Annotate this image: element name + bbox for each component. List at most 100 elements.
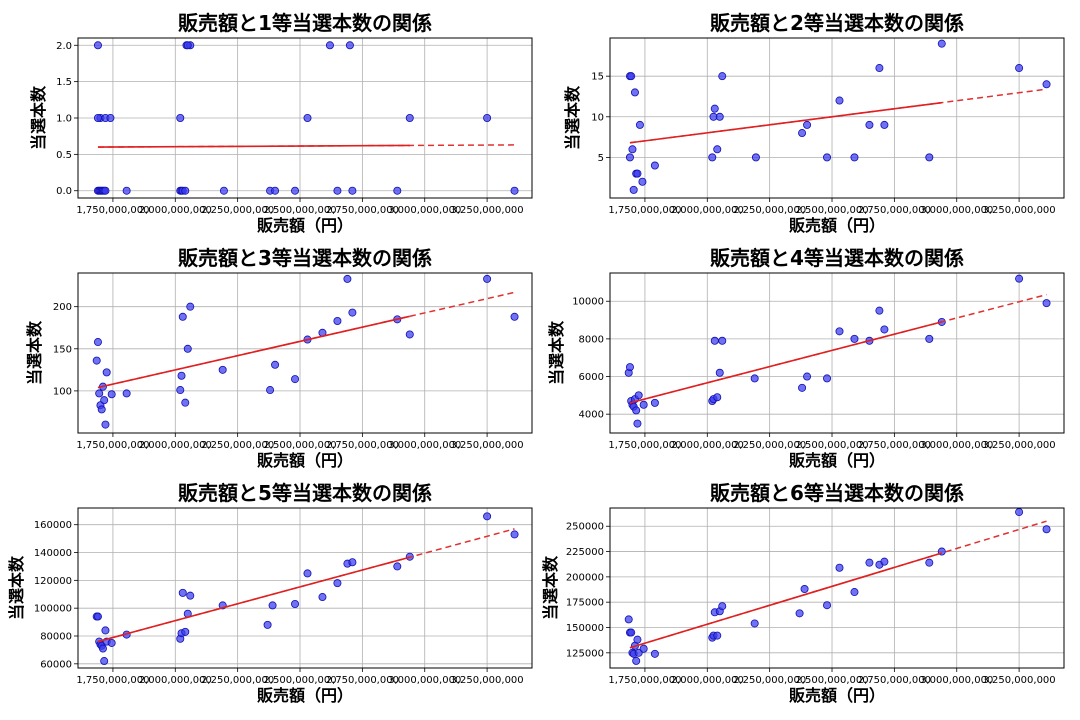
y-tick-label: 100 [53,386,72,397]
scatter-points [92,274,519,429]
data-point [835,327,844,336]
x-tick-label: 2,750,000,000 [326,440,399,451]
data-point [97,405,106,414]
data-point [303,114,312,123]
x-axis-label: 販売額（円） [257,686,353,705]
data-point [629,185,638,194]
data-point [639,644,648,653]
x-tick-label: 1,750,000,000 [608,675,681,686]
data-point [937,39,946,48]
data-point [925,153,934,162]
data-point [625,153,634,162]
x-tick-label: 3,250,000,000 [451,675,524,686]
data-point [343,274,352,283]
data-point [93,114,102,123]
y-tick-label: 10 [591,112,604,123]
data-point [823,601,832,610]
data-point [875,64,884,73]
y-tick-label: 60000 [40,659,72,670]
x-tick-label: 2,000,000,000 [139,205,212,216]
data-point [176,114,185,123]
y-tick-label: 160000 [34,520,72,531]
trend-line [97,556,410,643]
data-point [650,398,659,407]
x-tick-label: 2,250,000,000 [733,440,806,451]
data-point [835,96,844,105]
data-point [751,153,760,162]
data-point [710,104,719,113]
data-point [510,186,519,195]
data-point [325,41,334,50]
y-tick-label: 250000 [566,522,604,533]
y-tick-label: 225000 [566,547,604,558]
data-point [271,360,280,369]
scatter-points [625,39,1051,194]
data-point [181,186,190,195]
y-tick-label: 150000 [566,623,604,634]
x-tick-label: 3,250,000,000 [451,205,524,216]
data-point [624,615,633,624]
scatter-points [624,274,1051,428]
data-point [823,153,832,162]
data-point [710,336,719,345]
data-point [345,41,354,50]
data-point [630,88,639,97]
y-tick-label: 10000 [572,297,604,308]
data-point [823,374,832,383]
data-point [122,186,131,195]
data-point [186,302,195,311]
trend-line [629,321,942,404]
data-point [181,398,190,407]
data-point [183,344,192,353]
x-tick-label: 2,500,000,000 [795,675,868,686]
data-point [715,368,724,377]
plot-frame [77,272,533,434]
y-tick-label: 1.5 [56,77,72,88]
y-tick-label: 8000 [579,334,604,345]
data-point [218,365,227,374]
x-axis-label: 販売額（円） [257,451,353,470]
data-point [100,657,109,666]
data-point [333,186,342,195]
data-point [219,186,228,195]
data-point [875,306,884,315]
data-point [634,391,643,400]
x-tick-label: 1,750,000,000 [76,440,149,451]
data-point [101,186,110,195]
y-tick-label: 0.0 [56,186,72,197]
trend-line [97,144,410,148]
data-point [632,656,641,665]
data-point [178,312,187,321]
x-axis-label: 販売額（円） [789,451,885,470]
x-tick-label: 3,250,000,000 [983,440,1056,451]
y-axis-label: 当選本数 [25,320,44,385]
x-axis-label: 販売額（円） [789,686,885,705]
y-tick-label: 6000 [579,372,604,383]
y-tick-label: 5 [598,153,604,164]
data-point [1015,508,1024,517]
y-axis-label: 当選本数 [541,555,560,620]
data-point [107,390,116,399]
plot-frame [609,272,1065,434]
x-tick-label: 3,000,000,000 [388,675,461,686]
x-tick-label: 2,000,000,000 [671,205,744,216]
x-tick-label: 2,250,000,000 [733,675,806,686]
data-point [483,512,492,521]
x-tick-label: 2,750,000,000 [858,205,931,216]
data-point [176,386,185,395]
grid [610,273,1064,433]
chart-panel-4: 1,750,000,0002,000,000,0002,250,000,0002… [547,246,1065,470]
data-point [708,153,717,162]
chart-panel-3: 1,750,000,0002,000,000,0002,250,000,0002… [25,246,533,470]
scatter-points [624,508,1051,665]
data-point [483,114,492,123]
grid [78,273,532,433]
data-point [850,334,859,343]
data-point [106,114,115,123]
x-tick-label: 1,750,000,000 [608,205,681,216]
y-tick-label: 140000 [34,548,72,559]
x-tick-label: 2,500,000,000 [263,440,336,451]
grid [78,508,532,668]
data-point [183,41,192,50]
